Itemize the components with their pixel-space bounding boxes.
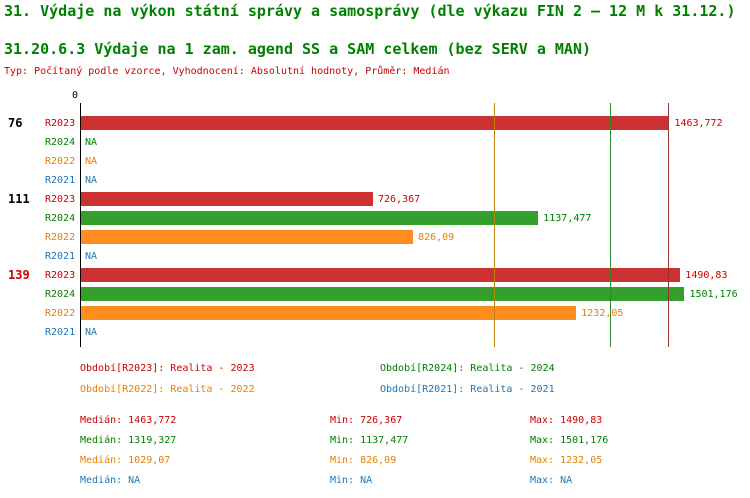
series-label-r2021: R2021 bbox=[45, 251, 76, 262]
bar-value-label: 1463,772 bbox=[674, 118, 723, 129]
bar-r2024 bbox=[81, 287, 685, 301]
chart-row: R2021 NA bbox=[0, 171, 750, 190]
stat-max-r2024: Max: 1501,176 bbox=[530, 435, 609, 446]
median-line-r2024 bbox=[610, 103, 612, 347]
series-label-r2024: R2024 bbox=[45, 137, 76, 148]
stat-max-r2022: Max: 1232,05 bbox=[530, 455, 603, 466]
bar-value-label: 1232,05 bbox=[581, 308, 624, 319]
series-label-r2021: R2021 bbox=[45, 327, 76, 338]
stat-min-r2022: Min: 826,09 bbox=[330, 455, 397, 466]
chart-row: 139 R2023 1490,83 bbox=[0, 266, 750, 285]
bar-r2023 bbox=[81, 268, 681, 282]
group-label: 139 bbox=[8, 268, 30, 282]
series-label-r2023: R2023 bbox=[45, 194, 76, 205]
bar-value-label: 1490,83 bbox=[685, 270, 728, 281]
median-line-r2022 bbox=[493, 103, 495, 347]
stat-median-r2022: Medián: 1029,07 bbox=[80, 455, 171, 466]
bar-r2023 bbox=[81, 116, 670, 130]
series-label-r2022: R2022 bbox=[45, 156, 76, 167]
chart-row: 76 R2023 1463,772 bbox=[0, 114, 750, 133]
series-label-r2022: R2022 bbox=[45, 308, 76, 319]
na-label: NA bbox=[85, 175, 98, 186]
bar-r2022 bbox=[81, 230, 414, 244]
series-label-r2022: R2022 bbox=[45, 232, 76, 243]
x-axis-origin-label: 0 bbox=[71, 90, 78, 101]
stat-min-r2021: Min: NA bbox=[330, 475, 373, 486]
bar-value-label: 1501,176 bbox=[689, 289, 738, 300]
chart-row: R2022 826,09 bbox=[0, 228, 750, 247]
na-label: NA bbox=[85, 251, 98, 262]
stat-median-r2024: Medián: 1319,327 bbox=[80, 435, 177, 446]
y-axis-line bbox=[80, 103, 81, 347]
group-label: 111 bbox=[8, 192, 30, 206]
series-label-r2023: R2023 bbox=[45, 118, 76, 129]
stat-min-r2024: Min: 1137,477 bbox=[330, 435, 409, 446]
bar-r2023 bbox=[81, 192, 373, 206]
na-label: NA bbox=[85, 156, 98, 167]
series-label-r2023: R2023 bbox=[45, 270, 76, 281]
legend-item-r2022: Období[R2022]: Realita - 2022 bbox=[80, 384, 255, 395]
stat-median-r2023: Medián: 1463,772 bbox=[80, 415, 177, 426]
chart-row: R2024 1501,176 bbox=[0, 285, 750, 304]
bar-r2022 bbox=[81, 306, 577, 320]
chart-row: R2024 1137,477 bbox=[0, 209, 750, 228]
series-label-r2024: R2024 bbox=[45, 213, 76, 224]
report-title: 31. Výdaje na výkon státní správy a samo… bbox=[4, 2, 736, 20]
stat-min-r2023: Min: 726,367 bbox=[330, 415, 403, 426]
chart-row: R2021 NA bbox=[0, 323, 750, 342]
bar-chart: 0 76 R2023 1463,772 R2024 NA R2022 NA R2021 NA 11… bbox=[0, 90, 750, 355]
bar-value-label: 1137,477 bbox=[543, 213, 592, 224]
legend: Období[R2023]: Realita - 2023 Období[R20… bbox=[80, 358, 555, 400]
legend-item-r2024: Období[R2024]: Realita - 2024 bbox=[380, 363, 555, 374]
bar-r2024 bbox=[81, 211, 539, 225]
chart-row: R2022 1232,05 bbox=[0, 304, 750, 323]
series-label-r2024: R2024 bbox=[45, 289, 76, 300]
chart-row: R2022 NA bbox=[0, 152, 750, 171]
statistics: Medián: 1463,772 Min: 726,367 Max: 1490,… bbox=[80, 411, 608, 491]
chart-row: R2024 NA bbox=[0, 133, 750, 152]
report-subtitle: 31.20.6.3 Výdaje na 1 zam. agend SS a SA… bbox=[4, 40, 591, 58]
stat-max-r2021: Max: NA bbox=[530, 475, 573, 486]
series-label-r2021: R2021 bbox=[45, 175, 76, 186]
median-line-r2023 bbox=[668, 103, 670, 347]
legend-item-r2023: Období[R2023]: Realita - 2023 bbox=[80, 363, 255, 374]
na-label: NA bbox=[85, 137, 98, 148]
report-meta-line: Typ: Počítaný podle vzorce, Vyhodnocení:… bbox=[4, 66, 450, 77]
stat-max-r2023: Max: 1490,83 bbox=[530, 415, 603, 426]
na-label: NA bbox=[85, 327, 98, 338]
bar-value-label: 726,367 bbox=[377, 194, 421, 205]
stat-median-r2021: Medián: NA bbox=[80, 475, 141, 486]
chart-rows: 76 R2023 1463,772 R2024 NA R2022 NA R2021 NA 111 R… bbox=[0, 114, 750, 342]
legend-item-r2021: Období[R2021]: Realita - 2021 bbox=[380, 384, 555, 395]
bar-value-label: 826,09 bbox=[418, 232, 455, 243]
chart-row: R2021 NA bbox=[0, 247, 750, 266]
chart-row: 111 R2023 726,367 bbox=[0, 190, 750, 209]
group-label: 76 bbox=[8, 116, 23, 130]
